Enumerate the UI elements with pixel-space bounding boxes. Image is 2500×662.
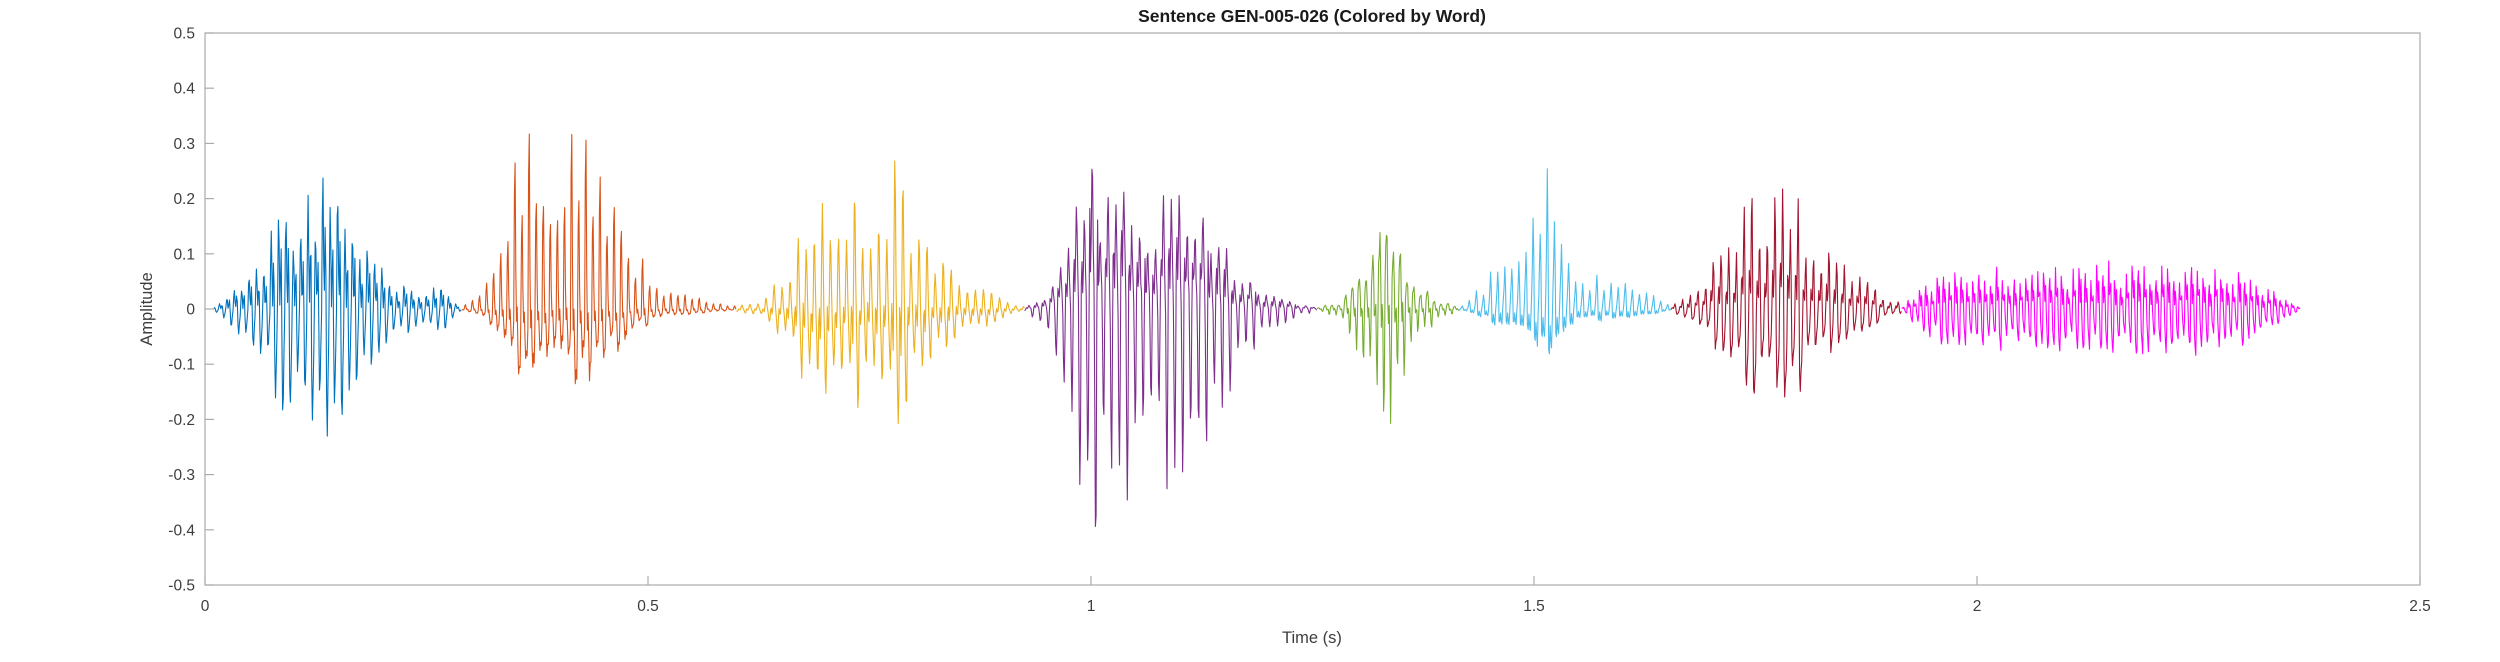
y-axis-label: Amplitude: [138, 272, 156, 345]
x-tick-label: 2: [1973, 598, 1982, 615]
y-tick-label: 0.1: [173, 246, 195, 263]
word-segment-8: [1901, 260, 2301, 356]
word-segment-5: [1316, 232, 1460, 424]
word-segment-3: [736, 160, 1025, 425]
chart-title: Sentence GEN-005-026 (Colored by Word): [1138, 6, 1486, 26]
y-tick-label: 0: [186, 302, 195, 319]
y-tick-label: 0.5: [173, 26, 195, 43]
y-tick-label: -0.3: [168, 467, 195, 484]
word-segment-6: [1458, 168, 1672, 355]
waveform-layer: [213, 133, 2301, 528]
y-tick-label: -0.4: [168, 522, 195, 539]
y-tick-label: 0.3: [173, 136, 195, 153]
axis-ticks: [204, 32, 2421, 586]
word-segment-1: [213, 177, 462, 437]
y-tick-label: 0.2: [173, 191, 195, 208]
x-tick-label: 1.5: [1523, 598, 1545, 615]
x-tick-label: 0: [201, 598, 210, 615]
y-tick-label: -0.5: [168, 578, 195, 595]
y-tick-label: 0.4: [173, 81, 195, 98]
x-tick-label: 2.5: [2409, 598, 2431, 615]
x-tick-label: 0.5: [637, 598, 659, 615]
y-tick-label: -0.2: [168, 412, 195, 429]
axis-tick-labels: 0 0.5 1 1.5 2 2.5 -0.5 -0.4 -0.3 -0.2 -0.1 0 0.1 0.2 0…: [168, 26, 2431, 616]
word-segment-7: [1670, 188, 1903, 398]
word-segment-2: [461, 133, 737, 385]
x-tick-label: 1: [1087, 598, 1096, 615]
y-tick-label: -0.1: [168, 357, 195, 374]
word-segment-4: [1024, 168, 1318, 528]
x-axis-label: Time (s): [1282, 629, 1342, 647]
